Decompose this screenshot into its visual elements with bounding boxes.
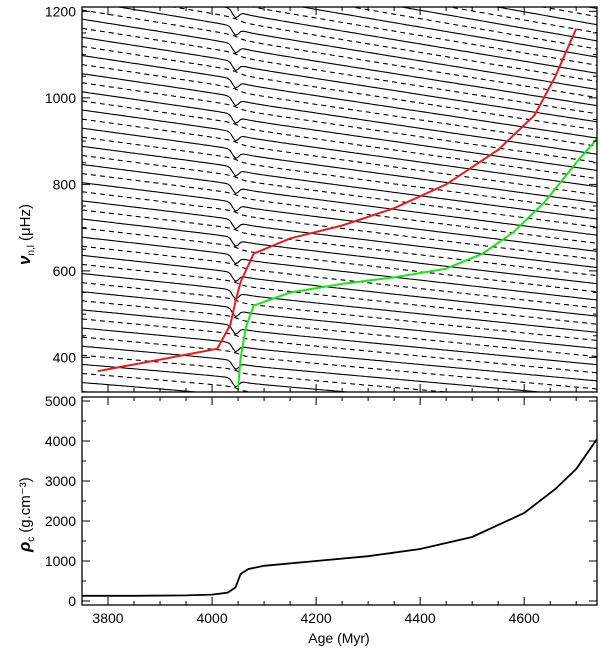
mode-track-dashed [82, 82, 597, 163]
density-panel-frame [81, 396, 598, 606]
mode-track-solid [82, 381, 203, 392]
density-ytick-label: 1000 [45, 553, 76, 569]
mode-track-dashed [82, 9, 597, 99]
mode-track-dashed [82, 209, 597, 277]
mode-track-dashed [82, 245, 597, 309]
density-panel: 0 1000 2000 3000 4000 5000 3800 4000 4200 4400 460… [15, 393, 598, 646]
mode-track-solid [82, 182, 597, 252]
mode-track-solid [82, 36, 597, 123]
density-ticks: 0 1000 2000 3000 4000 5000 3800 4000 4200 4400 460… [45, 393, 597, 626]
density-ytick-label: 2000 [45, 513, 76, 529]
mode-track-solid [82, 254, 597, 317]
density-ytick-label: 3000 [45, 473, 76, 489]
density-ytick-label: 0 [68, 593, 76, 609]
highlight-series-2 [237, 138, 597, 388]
density-ylabel: ρc(g.cm⁻³) [15, 477, 37, 553]
density-ytick-label: 5000 [45, 393, 76, 409]
mode-track-dashed [82, 336, 597, 390]
mode-track-dashed [82, 263, 597, 325]
frequency-ytick-label: 800 [53, 176, 77, 192]
x-tick-label: 3800 [92, 610, 123, 626]
highlight-series-1 [97, 28, 578, 373]
density-series-line [82, 438, 597, 597]
x-tick-label: 4600 [509, 610, 540, 626]
mode-track-dashed [82, 118, 597, 196]
mode-track-solid [82, 127, 597, 204]
mode-track-dashed [349, 7, 597, 50]
mode-track-solid [493, 7, 597, 26]
mode-track-dashed [82, 136, 597, 212]
density-series [82, 438, 597, 597]
mode-track-solid [82, 109, 597, 188]
mode-track-solid [298, 7, 597, 58]
density-ytick-label: 4000 [45, 433, 76, 449]
mode-tracks [82, 7, 597, 446]
mode-track-solid [82, 309, 597, 366]
mode-track-dashed [82, 318, 597, 374]
mode-track-solid [221, 7, 597, 74]
mode-track-dashed [82, 282, 597, 341]
frequency-ytick-label: 600 [53, 263, 77, 279]
x-axis-label: Age (Myr) [308, 630, 369, 646]
mode-track-solid [82, 18, 597, 107]
x-tick-label: 4000 [196, 610, 227, 626]
mode-track-solid [82, 236, 597, 301]
mode-track-dashed [82, 191, 597, 261]
mode-track-dashed [82, 27, 597, 115]
mode-track-solid [398, 7, 597, 42]
mode-track-solid [82, 327, 597, 382]
mode-track-solid [82, 218, 597, 285]
frequency-ytick-label: 1000 [45, 90, 76, 106]
mode-track-solid [82, 200, 597, 269]
mode-track-solid [115, 7, 597, 91]
x-tick-label: 4200 [301, 610, 332, 626]
frequency-ylabel: νn,l(μHz) [15, 204, 37, 265]
mode-track-dashed [82, 354, 452, 392]
frequency-ytick-label: 1200 [45, 3, 76, 19]
mode-track-solid [82, 363, 354, 392]
mode-track-solid [82, 401, 597, 446]
frequency-panel-frame [81, 6, 598, 393]
mode-track-dashed [82, 154, 597, 228]
frequency-panel: 400 600 800 1000 1200 νn,l(μHz) [15, 3, 598, 446]
mode-track-dashed [82, 64, 597, 147]
mode-track-dashed [82, 391, 94, 392]
mode-track-dashed [82, 227, 597, 293]
frequency-ticks: 400 600 800 1000 1200 [45, 3, 597, 392]
highlight-series [97, 28, 597, 388]
mode-track-dashed [82, 45, 597, 131]
mode-track-dashed [170, 7, 597, 82]
mode-track-solid [82, 73, 597, 155]
mode-track-solid [82, 163, 597, 236]
x-tick-label: 4400 [405, 610, 436, 626]
mode-track-dashed [82, 100, 597, 180]
mode-track-solid [82, 291, 597, 350]
mode-track-solid [82, 345, 546, 392]
frequency-ytick-label: 400 [53, 349, 77, 365]
mode-track-dashed [250, 7, 597, 66]
mode-track-solid [82, 91, 597, 171]
mode-track-solid [82, 54, 597, 139]
mode-track-dashed [82, 300, 597, 358]
mode-track-solid [82, 145, 597, 220]
mode-track-solid [82, 272, 597, 333]
